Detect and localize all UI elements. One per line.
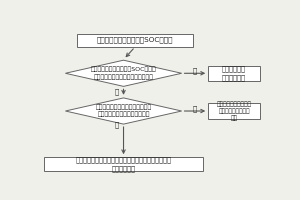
Text: 否: 否 [114, 89, 119, 95]
FancyBboxPatch shape [77, 34, 193, 47]
Polygon shape [65, 60, 182, 86]
Text: 汽车进入电制动模式，
机制动力等于需求制
动力: 汽车进入电制动模式， 机制动力等于需求制 动力 [217, 101, 251, 121]
Text: 否: 否 [114, 122, 119, 128]
FancyBboxPatch shape [208, 103, 260, 119]
Text: 是: 是 [192, 105, 197, 112]
Text: 获取制动踏板位置、电池SOC和车速: 获取制动踏板位置、电池SOC和车速 [97, 37, 173, 43]
Text: 判断所述需求制动力是否小于电机
制动力限值且小于最大电制动力: 判断所述需求制动力是否小于电机 制动力限值且小于最大电制动力 [95, 105, 152, 117]
Text: 汽车进入混合制动模式。机械制动力等于需求制动力减
去电机制动力: 汽车进入混合制动模式。机械制动力等于需求制动力减 去电机制动力 [76, 157, 172, 172]
Text: 根据制动踏板位置、电池SOC和车速
判断汽车是否可以进入机械制动模式: 根据制动踏板位置、电池SOC和车速 判断汽车是否可以进入机械制动模式 [91, 67, 156, 80]
FancyBboxPatch shape [44, 157, 202, 171]
Text: 机械制动力等
于需求制动力: 机械制动力等 于需求制动力 [222, 66, 246, 81]
Text: 是: 是 [192, 68, 197, 74]
FancyBboxPatch shape [208, 66, 260, 81]
Polygon shape [65, 98, 182, 124]
